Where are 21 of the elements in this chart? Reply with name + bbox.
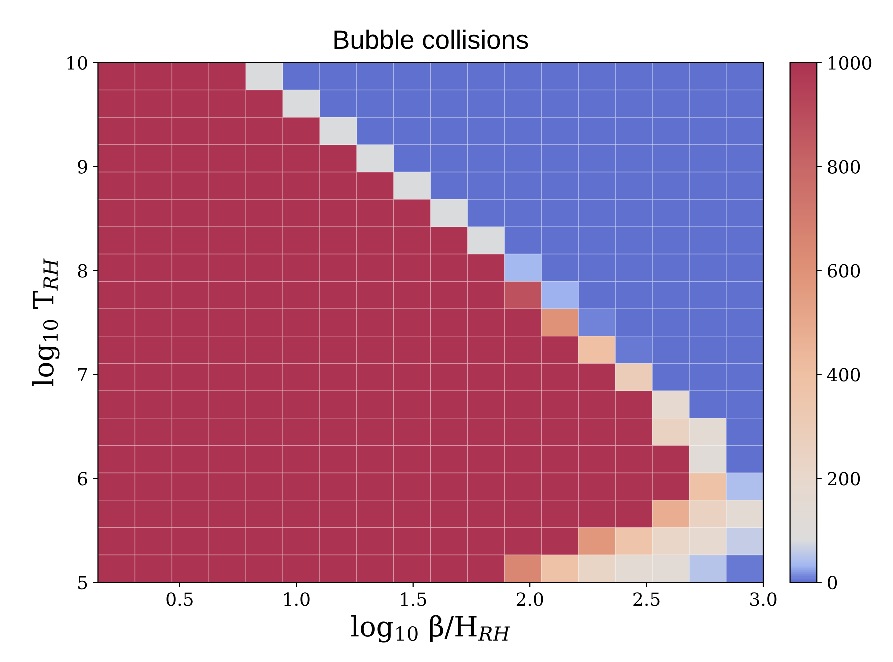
y-axis-title: log$_{10}$ T$_{RH}$: [32, 258, 60, 387]
chart-title: Bubble collisions: [334, 30, 528, 50]
y-tick-label: 8: [78, 264, 88, 278]
color-bar-label: 600: [828, 264, 860, 278]
x-axis-title: log$_{10}$ β/H$_{RH}$: [352, 615, 510, 643]
x-tick-label: 2.5: [634, 592, 660, 606]
color-bar-label: 400: [827, 368, 860, 382]
x-tick-label: 1.5: [401, 592, 426, 606]
x-tick-label: 0.5: [166, 592, 193, 606]
y-tick-label: 5: [78, 576, 88, 590]
y-tick-label: 6: [78, 472, 88, 486]
color-bar-label: 0: [828, 576, 838, 590]
y-tick-label: 7: [78, 368, 88, 382]
color-bar-label: 1000: [829, 56, 872, 70]
y-tick-label: 10: [68, 56, 88, 70]
x-tick-label: 3.0: [750, 592, 777, 606]
x-tick-label: 1.0: [284, 592, 310, 606]
color-bar-label: 800: [828, 160, 860, 174]
x-tick-label: 2.0: [516, 592, 544, 606]
color-bar-label: 200: [828, 472, 860, 486]
y-tick-label: 9: [78, 160, 88, 174]
